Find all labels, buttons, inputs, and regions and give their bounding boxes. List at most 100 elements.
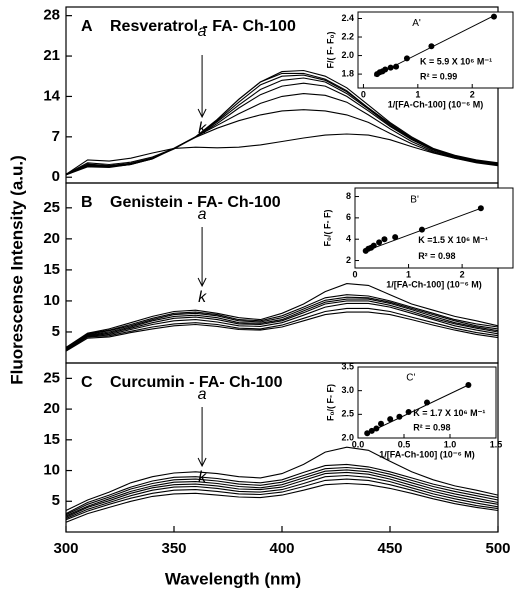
data-point [428,43,435,50]
y-tick-label: 25 [43,369,60,386]
data-point [378,420,384,427]
spectrum-line [65,474,499,520]
spectrum-line [65,478,499,521]
data-point [490,13,497,20]
y-tick-label: 0 [52,168,60,185]
arrow-start-label: a [198,206,207,223]
y-tick-label: 5 [52,492,60,509]
y-tick-label: 2.2 [341,31,354,41]
spectrum-line [65,298,499,350]
data-point [424,399,430,406]
arrow-head [197,457,207,468]
y-tick-label: 1.8 [341,68,354,78]
spectrum-line [65,74,499,175]
y-tick-label: 14 [43,87,60,104]
y-tick-label: 7 [52,128,60,145]
inset-y-label: F₀/( F- F) [325,384,335,421]
inset-frame [354,187,514,269]
x-tick-label: 400 [269,540,294,557]
data-point [387,64,394,71]
y-tick-label: 20 [43,230,60,247]
spectrum-line [65,296,499,349]
inset-x-label: 1/[FA-Ch-100] (10⁻⁶ M) [379,449,474,459]
data-point [403,55,410,62]
panel-title: Resveratrol - FA- Ch-100 [110,18,296,35]
inset-y-label: F₀/( F- F) [322,209,332,246]
data-point [382,66,389,73]
arrow-head [197,108,207,119]
x-tick-label: 1 [406,269,411,279]
spectrum-line [65,302,499,351]
spectrum-line [65,463,499,515]
data-point [381,236,388,243]
y-tick-label: 2.4 [341,13,354,23]
y-axis-label: Fluorescense Intensity (a.u.) [7,155,26,385]
y-tick-label: 2.0 [341,50,354,60]
x-axis-label: Wavelength (nm) [165,569,301,588]
y-tick-label: 4 [346,234,351,244]
x-tick-label: 1 [415,89,420,99]
panel-letter: C [81,374,93,391]
inset-r-squared: R² = 0.98 [413,422,450,432]
y-tick-label: 10 [43,462,60,479]
y-tick-label: 2 [346,255,351,265]
x-tick-label: 1.0 [444,439,457,449]
y-tick-label: 6 [346,212,351,222]
inset-k-value: K = 5.9 X 10⁶ M⁻¹ [420,57,492,67]
y-tick-label: 5 [52,323,60,340]
inset-x-label: 1/[FA-Ch-100] (10⁻⁶ M) [388,99,483,109]
data-point [364,430,371,437]
x-tick-label: 0 [361,89,366,99]
spectrum-line [65,69,499,175]
y-tick-label: 3.0 [341,385,354,395]
y-tick-label: 21 [43,47,60,64]
panel-letter: B [81,194,93,211]
y-tick-label: 2.5 [341,409,354,419]
spectrum-line [65,283,499,348]
x-tick-label: 450 [377,540,402,557]
y-tick-label: 15 [43,261,60,278]
arrow-head [197,277,207,288]
inset-k-value: K = 1.7 X 10⁶ M⁻¹ [413,408,485,418]
data-point [387,416,394,423]
spectrum-line [65,294,499,348]
inset-r-squared: R² = 0.99 [420,72,457,82]
y-tick-label: 15 [43,431,60,448]
y-tick-label: 3.5 [341,361,354,371]
spectrum-line [65,482,499,523]
arrow-end-label: k [198,120,207,137]
y-tick-label: 2.0 [341,432,354,442]
arrow-end-label: k [198,289,207,306]
spectrum-line [65,72,499,175]
x-tick-label: 300 [53,540,78,557]
x-tick-label: 500 [485,540,510,557]
data-point [465,381,472,388]
data-point [396,413,403,420]
panel-title: Curcumin - FA- Ch-100 [110,374,283,391]
y-tick-label: 28 [43,7,60,24]
arrow-end-label: k [198,469,207,486]
inset-y-label: F/( F- F₀) [325,31,335,68]
inset-frame [357,11,514,89]
y-tick-label: 10 [43,292,60,309]
x-tick-label: 2 [470,89,475,99]
spectrum-line [65,307,499,352]
data-point [405,408,412,415]
x-tick-label: 0.5 [398,439,411,449]
arrow-start-label: a [198,23,207,40]
inset-label: A' [412,18,421,29]
data-point [477,205,484,212]
data-point [370,242,377,249]
data-point [392,234,399,241]
spectrum-line [65,471,499,518]
spectrum-line [65,133,499,175]
data-point [376,239,383,246]
inset-x-label: 1/[FA-Ch-100] (10⁻⁶ M) [386,279,481,289]
data-point [368,427,375,434]
panel-title: Genistein - FA- Ch-100 [110,194,281,211]
inset-label: C' [406,372,415,383]
data-point [373,425,380,432]
spectrum-line [65,77,499,175]
spectrum-line [65,311,499,352]
